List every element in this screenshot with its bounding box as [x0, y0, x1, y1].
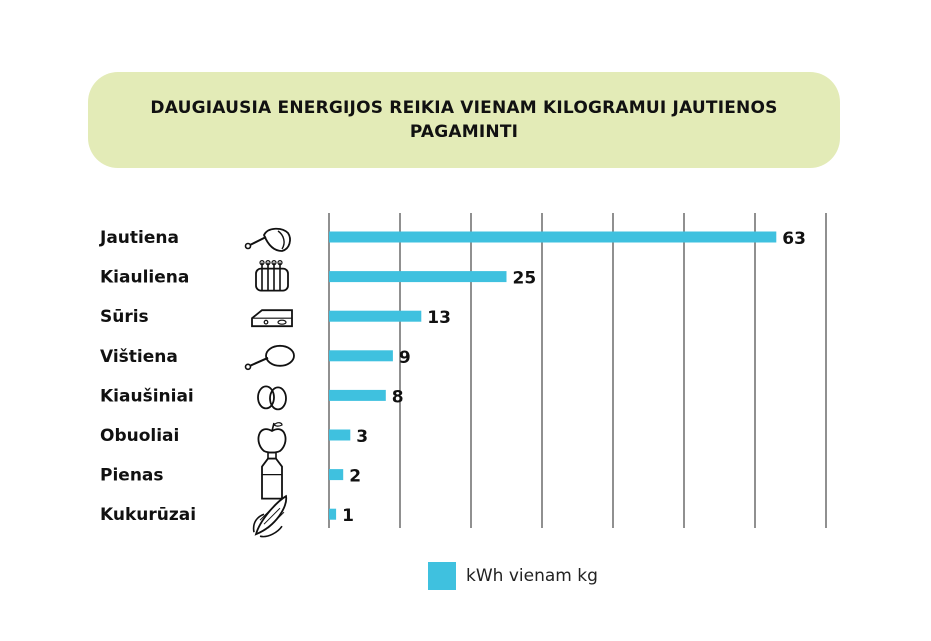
category-label: Sūris [100, 307, 149, 327]
bar [329, 271, 507, 283]
ham-icon [244, 227, 291, 252]
bar [329, 231, 777, 243]
drumstick-icon [244, 344, 295, 371]
category-label: Pienas [100, 466, 164, 486]
apple-icon [257, 422, 287, 454]
category-label: Kiauliena [100, 268, 189, 288]
category-label: Vištiena [100, 347, 178, 367]
value-label: 8 [392, 387, 404, 407]
category-label: Jautiena [99, 228, 179, 248]
bar [329, 429, 351, 441]
milk-bottle-icon [261, 451, 283, 500]
bar [329, 469, 344, 481]
corn-icon [252, 494, 288, 538]
value-label: 25 [513, 269, 537, 289]
cheese-icon [251, 309, 293, 328]
category-label: Obuoliai [100, 426, 179, 446]
ribs-icon [255, 260, 289, 292]
bar [329, 508, 337, 520]
title-banner: DAUGIAUSIA ENERGIJOS REIKIA VIENAM KILOG… [88, 72, 840, 168]
value-label: 1 [342, 506, 354, 526]
legend: kWh vienam kg [428, 562, 598, 590]
value-label: 63 [782, 229, 806, 249]
bar [329, 389, 386, 401]
value-label: 3 [356, 427, 368, 447]
bar [329, 350, 393, 362]
legend-label: kWh vienam kg [466, 566, 598, 586]
category-label: Kukurūzai [100, 505, 196, 525]
bar [329, 310, 422, 322]
legend-swatch [428, 562, 456, 590]
category-label: Kiaušiniai [100, 386, 194, 406]
chart-title: DAUGIAUSIA ENERGIJOS REIKIA VIENAM KILOG… [150, 98, 778, 142]
value-label: 2 [349, 467, 361, 487]
value-label: 9 [399, 348, 411, 368]
value-label: 13 [427, 308, 451, 328]
eggs-icon [257, 385, 287, 411]
